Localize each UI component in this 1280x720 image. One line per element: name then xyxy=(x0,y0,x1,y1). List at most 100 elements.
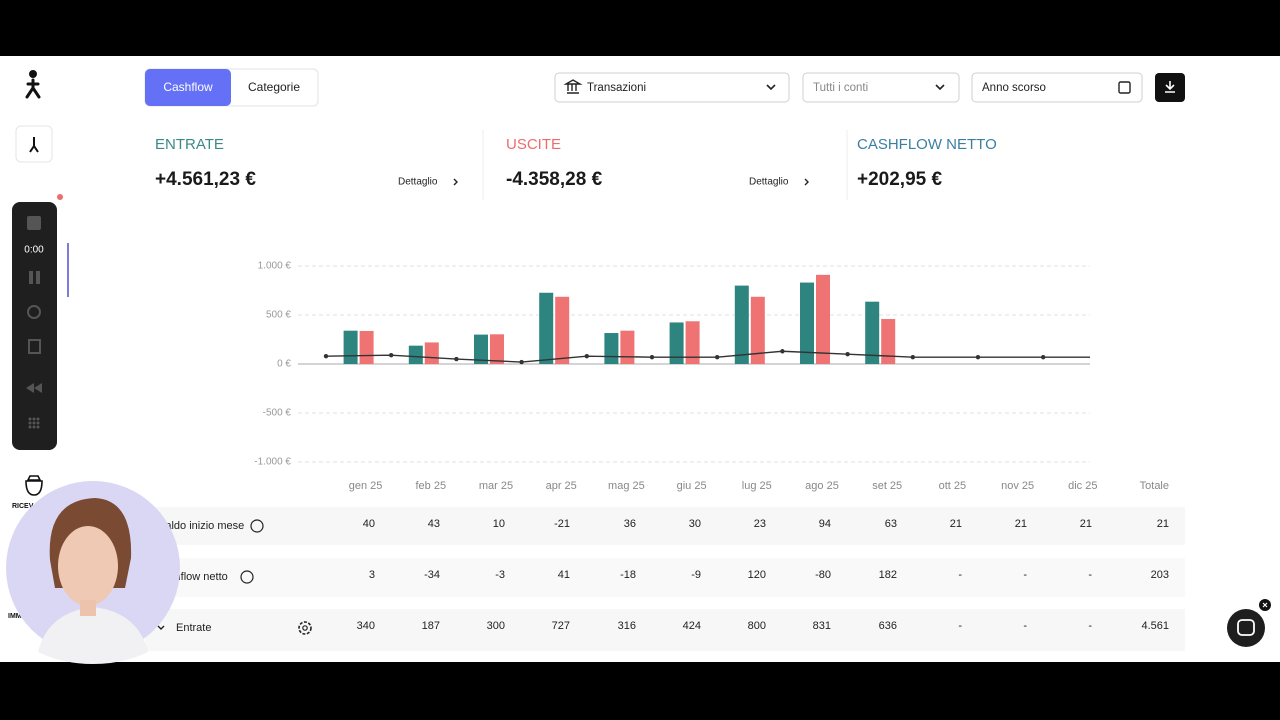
line xyxy=(325,350,1090,363)
detail-link[interactable]: Dettaglio xyxy=(749,177,789,188)
table-row-bg xyxy=(145,558,1185,597)
y-tick-label: -500 € xyxy=(263,408,292,419)
summary-label: USCITE xyxy=(506,136,561,153)
recorder-time: 0:00 xyxy=(24,245,44,256)
bar xyxy=(865,301,880,364)
table-cell: -21 xyxy=(554,518,570,530)
letterbox-top xyxy=(0,0,1280,56)
bar xyxy=(734,285,749,364)
line-point xyxy=(845,352,850,357)
table-cell: - xyxy=(1088,620,1092,632)
table-row-bg xyxy=(145,507,1185,545)
notification-dot xyxy=(57,194,63,200)
calendar-icon xyxy=(1118,81,1131,94)
x-tick-label: dic 25 xyxy=(1068,480,1097,492)
bar xyxy=(539,292,554,364)
info-icon[interactable] xyxy=(250,519,264,533)
bar xyxy=(424,342,439,364)
table-cell: -3 xyxy=(495,569,505,581)
settings-icon xyxy=(302,625,308,631)
x-tick-label: nov 25 xyxy=(1001,480,1034,492)
recorder-grid[interactable] xyxy=(28,417,40,429)
line-point xyxy=(519,359,524,365)
recorder-restart[interactable] xyxy=(27,305,41,319)
bar xyxy=(474,334,488,364)
recorder-delete[interactable] xyxy=(28,339,41,354)
webcam-overlay xyxy=(6,481,180,664)
table-cell: -18 xyxy=(620,569,636,581)
table-cell: 203 xyxy=(1151,569,1169,581)
bar xyxy=(669,322,684,364)
chevron xyxy=(453,178,458,186)
sidebar-label: RICEV xyxy=(12,503,34,510)
table-cell: -34 xyxy=(424,569,440,581)
expand-chevron[interactable] xyxy=(157,625,165,630)
info-icon[interactable] xyxy=(240,570,254,584)
table-cell: 63 xyxy=(885,518,897,530)
bar xyxy=(800,282,814,364)
table-cell: -80 xyxy=(815,569,831,581)
date-picker[interactable] xyxy=(971,72,1143,103)
line-point xyxy=(780,349,785,354)
dropdown-label: Transazioni xyxy=(587,82,646,94)
y-tick-label: -1.000 € xyxy=(254,457,291,468)
detail-link[interactable]: Dettaglio xyxy=(398,177,438,188)
sidebar-icon-glyph xyxy=(29,137,39,153)
line-point xyxy=(715,354,720,360)
bar xyxy=(816,274,830,364)
table-cell: 94 xyxy=(819,518,831,530)
line-point xyxy=(454,356,459,362)
table-cell: 30 xyxy=(689,518,701,530)
summary-value: -4.358,28 € xyxy=(506,169,603,190)
bar xyxy=(490,334,504,364)
recorder-stop[interactable] xyxy=(27,216,41,230)
tab-label: Cashflow xyxy=(163,80,213,94)
row-label: Saldo inizio mese xyxy=(158,520,244,532)
line-point xyxy=(584,353,589,359)
table-cell: - xyxy=(958,569,962,581)
x-tick-label: ott 25 xyxy=(939,480,967,492)
recorder-rewind[interactable] xyxy=(26,383,42,393)
table-cell: 800 xyxy=(748,620,766,632)
y-tick-label: 1.000 € xyxy=(258,261,292,272)
chevron xyxy=(804,178,809,186)
table-cell: 727 xyxy=(552,620,570,632)
tab-label[interactable]: Categorie xyxy=(248,80,300,94)
recorder-pause[interactable] xyxy=(29,271,33,284)
x-tick-label: feb 25 xyxy=(416,480,447,492)
table-cell: - xyxy=(958,620,962,632)
line-point xyxy=(323,353,329,359)
line-point xyxy=(389,352,394,358)
table-cell: 340 xyxy=(357,620,375,632)
recorder-pause[interactable] xyxy=(36,271,40,284)
x-tick-label: set 25 xyxy=(872,480,902,492)
sidebar-icon[interactable] xyxy=(25,475,43,496)
line-point xyxy=(649,354,655,360)
bar xyxy=(555,296,570,364)
bar xyxy=(685,321,700,364)
bar xyxy=(881,319,896,364)
table-cell: 4.561 xyxy=(1141,620,1169,632)
summary-label: CASHFLOW NETTO xyxy=(857,136,997,153)
total-header: Totale xyxy=(1140,480,1169,492)
y-tick-label: 500 € xyxy=(266,310,291,321)
chat-close-icon xyxy=(1262,602,1268,608)
summary-value: +4.561,23 € xyxy=(155,169,256,190)
dropdown[interactable] xyxy=(802,72,960,103)
dropdown[interactable] xyxy=(554,72,790,103)
logo xyxy=(25,70,41,99)
letterbox-bottom xyxy=(0,662,1280,720)
x-tick-label: mar 25 xyxy=(479,480,513,492)
table-cell: 424 xyxy=(683,620,701,632)
dropdown-label: Tutti i conti xyxy=(813,82,868,94)
table: Saldo inizio mese 40 43 10 -21 36 30 23 94 63 21 21… xyxy=(155,518,1169,634)
table-cell: 36 xyxy=(624,518,636,530)
table-cell: 3 xyxy=(369,569,375,581)
x-tick-label: giu 25 xyxy=(677,480,707,492)
settings-icon[interactable] xyxy=(298,621,312,635)
chat-button[interactable] xyxy=(1227,609,1265,647)
table-cell: 23 xyxy=(754,518,766,530)
tab-active[interactable] xyxy=(145,69,231,106)
table-cell: 182 xyxy=(879,569,897,581)
